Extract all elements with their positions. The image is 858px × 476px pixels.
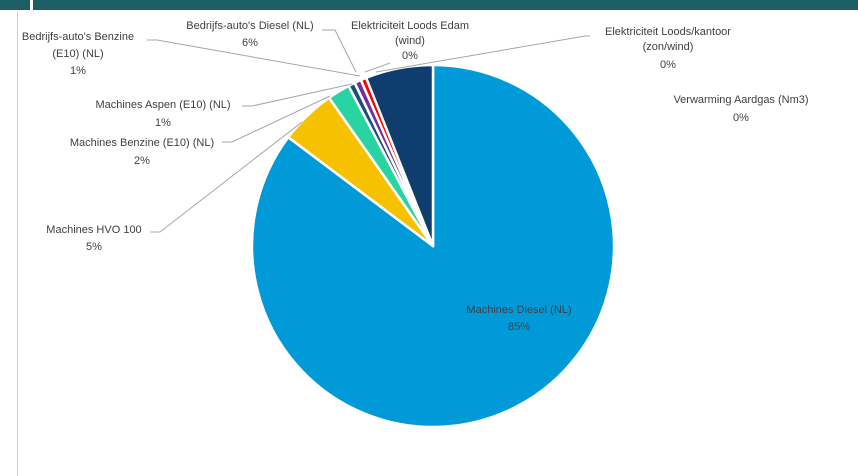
label-elec-edam: Elektriciteit Loods Edam (wind) 0% (351, 20, 469, 62)
leader-elec-kantoor (375, 35, 590, 73)
label-diesel-cars: Bedrijfs-auto's Diesel (NL) 6% (186, 20, 313, 49)
label-aspen: Machines Aspen (E10) (NL) 1% (95, 99, 230, 129)
leader-aspen (242, 83, 353, 107)
pie-slices (250, 63, 616, 429)
label-hvo-pct: 5% (86, 241, 102, 253)
top-bar-notch (30, 0, 33, 10)
label-aspen-pct: 1% (155, 117, 171, 129)
label-elec-edam-pct: 0% (402, 50, 418, 62)
label-gas-pct: 0% (733, 112, 749, 124)
label-diesel-cars-pct: 6% (242, 37, 258, 49)
label-aspen-name: Machines Aspen (E10) (NL) (95, 99, 230, 111)
label-benz-cars-name: Bedrijfs-auto's Benzine (22, 31, 134, 43)
leader-diesel-cars (322, 29, 357, 73)
label-benz-cars-pct: 1% (70, 65, 86, 77)
label-diesel-cars-name: Bedrijfs-auto's Diesel (NL) (186, 20, 313, 32)
label-mach-diesel-name: Machines Diesel (NL) (466, 304, 571, 316)
label-gas-name: Verwarming Aardgas (Nm3) (673, 94, 808, 106)
label-hvo-name: Machines HVO 100 (46, 224, 141, 236)
leader-benz-cars (147, 39, 361, 77)
label-mach-diesel: Machines Diesel (NL) 85% (466, 304, 571, 333)
label-hvo: Machines HVO 100 5% (46, 224, 141, 253)
leader-elec-edam (364, 62, 391, 73)
leader-mach-benzine (222, 95, 331, 143)
label-benz-cars: Bedrijfs-auto's Benzine (E10) (NL) 1% (22, 31, 134, 77)
label-elec-edam-name: Elektriciteit Loods Edam (351, 20, 469, 32)
label-gas: Verwarming Aardgas (Nm3) 0% (673, 94, 808, 124)
label-elec-kantoor-name: Elektriciteit Loods/kantoor (605, 26, 731, 38)
label-mach-benzine: Machines Benzine (E10) (NL) 2% (70, 137, 214, 167)
label-elec-edam-sub: (wind) (395, 35, 425, 47)
label-mach-diesel-pct: 85% (508, 321, 530, 333)
label-elec-kantoor-pct: 0% (660, 59, 676, 71)
label-benz-cars-sub: (E10) (NL) (52, 48, 103, 60)
top-bar (0, 0, 858, 10)
label-elec-kantoor-sub: (zon/wind) (643, 41, 694, 53)
label-elec-kantoor: Elektriciteit Loods/kantoor (zon/wind) 0… (605, 26, 731, 71)
label-mach-benzine-name: Machines Benzine (E10) (NL) (70, 137, 214, 149)
label-mach-benzine-pct: 2% (134, 155, 150, 167)
leader-hvo (150, 121, 303, 233)
